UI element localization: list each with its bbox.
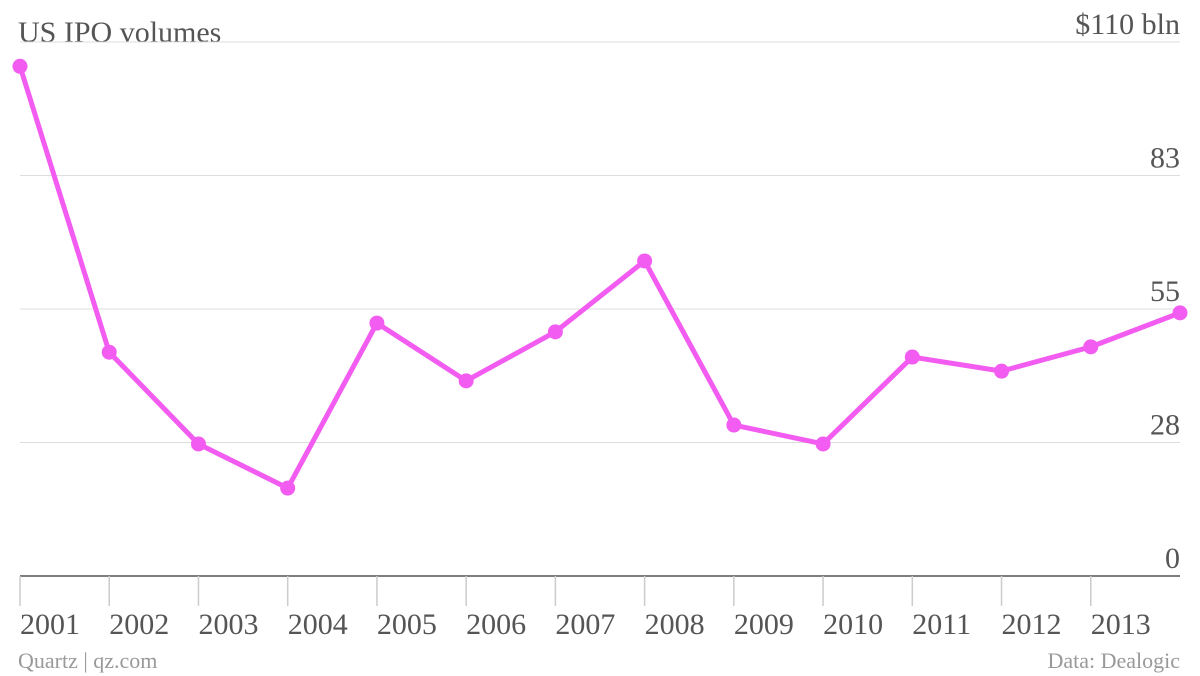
point (190, 436, 206, 452)
y-tick-label: 0 (1165, 542, 1180, 575)
point (904, 349, 920, 365)
y-tick-label: $110 bln (1075, 8, 1180, 41)
x-tick-label: 2011 (912, 608, 971, 641)
x-tick-label: 2004 (288, 608, 348, 641)
y-tick-label: 83 (1150, 142, 1180, 175)
point (726, 417, 742, 433)
point (815, 436, 831, 452)
y-tick-label: 55 (1150, 275, 1180, 308)
point (637, 253, 653, 269)
point (1172, 305, 1188, 321)
x-tick-label: 2012 (1002, 608, 1062, 641)
y-tick-label: 28 (1150, 409, 1180, 442)
point (994, 363, 1010, 379)
point (458, 373, 474, 389)
x-tick-label: 2010 (823, 608, 883, 641)
x-tick-label: 2007 (555, 608, 615, 641)
x-tick-label: 2002 (109, 608, 169, 641)
chart-title: US IPO volumes (18, 16, 221, 49)
point (12, 58, 28, 74)
x-tick-label: 2005 (377, 608, 437, 641)
x-tick-label: 2003 (198, 608, 258, 641)
x-tick-label: 2008 (645, 608, 705, 641)
point (547, 324, 563, 340)
point (369, 315, 385, 331)
point (1083, 339, 1099, 355)
x-tick-label: 2013 (1091, 608, 1151, 641)
x-tick-label: 2001 (20, 608, 80, 641)
x-tick-label: 2009 (734, 608, 794, 641)
note: Data: Dealogic (1047, 648, 1180, 673)
point (280, 480, 296, 496)
x-tick-label: 2006 (466, 608, 526, 641)
source: Quartz | qz.com (18, 648, 157, 673)
point (101, 344, 117, 360)
line (17, 65, 1181, 491)
